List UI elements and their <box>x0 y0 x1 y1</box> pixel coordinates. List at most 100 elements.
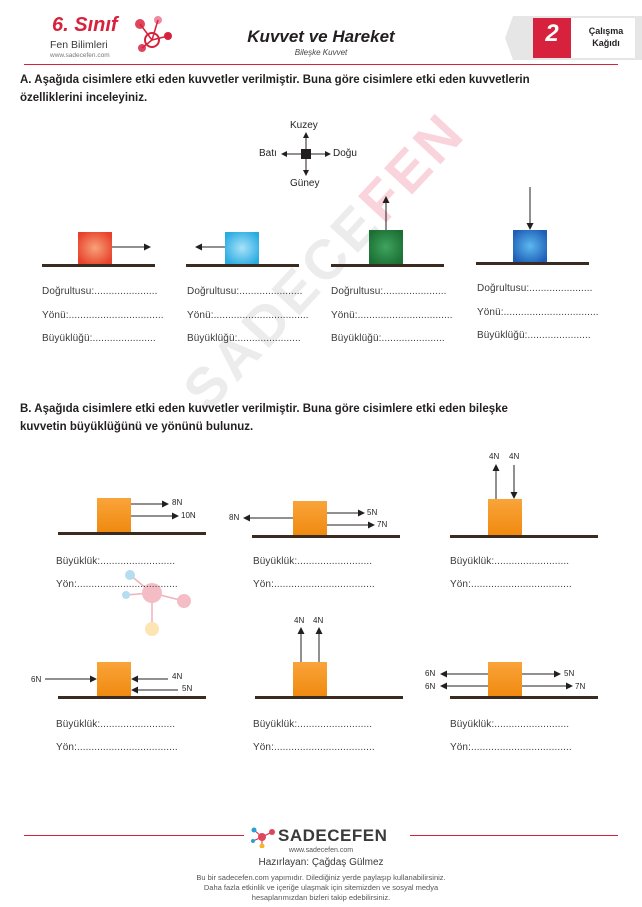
b-problem-1-diagram <box>58 498 206 535</box>
section-b-prompt-line2: kuvvetin büyüklüğünü ve yönünü bulunuz. <box>20 421 254 433</box>
brand-subject: Fen Bilimleri <box>50 39 108 51</box>
a-item-4-line3[interactable]: Büyüklüğü:...................... <box>477 330 591 341</box>
a-item-2-ground <box>186 264 299 267</box>
a-item-4-ground <box>476 262 589 265</box>
b-problem-2-diagram <box>243 501 400 538</box>
b-problem-5-label-4n-1: 4N <box>294 616 305 625</box>
a-item-1-line2[interactable]: Yönü:................................. <box>42 310 164 321</box>
b-problem-2-box <box>293 501 327 535</box>
a-item-2-line3[interactable]: Büyüklüğü:...................... <box>187 333 301 344</box>
a-item-1-line3[interactable]: Büyüklüğü:...................... <box>42 333 156 344</box>
b-problem-2-direction[interactable]: Yön:................................... <box>253 579 375 590</box>
molecule-logo-icon <box>135 16 172 52</box>
b-problem-4-label-5n: 5N <box>182 684 193 693</box>
a-item-1-line1[interactable]: Doğrultusu:...................... <box>42 286 158 297</box>
b-problem-3-direction[interactable]: Yön:................................... <box>450 579 572 590</box>
a-item-3-line3[interactable]: Büyüklüğü:...................... <box>331 333 445 344</box>
header-rule <box>24 64 618 65</box>
b-problem-6-direction[interactable]: Yön:................................... <box>450 742 572 753</box>
footer-author: Hazırlayan: Çağdaş Gülmez <box>258 857 384 868</box>
b-problem-3-label-4n-up: 4N <box>489 452 500 461</box>
b-problem-2-ground <box>252 535 400 538</box>
b-problem-3-diagram <box>450 464 598 538</box>
a-item-2-line1[interactable]: Doğrultusu:...................... <box>187 286 303 297</box>
sheet-label-line2: Kağıdı <box>592 38 620 48</box>
footer-rule-left <box>24 835 244 836</box>
footer-brand: SADECEFEN <box>278 826 388 845</box>
b-problem-1-box <box>97 498 131 532</box>
footer-note-line2: Daha fazla etkinlik ve içeriğe ulaşmak i… <box>203 883 439 892</box>
b-problem-1-direction[interactable]: Yön:................................... <box>56 579 178 590</box>
a-item-1-box <box>78 232 112 264</box>
b-problem-2-magnitude[interactable]: Büyüklük:.......................... <box>253 556 373 567</box>
compass-north-label: Kuzey <box>290 120 318 131</box>
b-problem-2-label-8n: 8N <box>229 513 240 522</box>
b-problem-4-ground <box>58 696 206 699</box>
b-problem-6-box <box>488 662 522 696</box>
compass-cross-icon <box>281 132 331 176</box>
sheet-badge <box>505 16 642 60</box>
b-problem-2-label-7n: 7N <box>377 520 388 529</box>
section-a-prompt-line2: özelliklerini inceleyiniz. <box>20 92 148 104</box>
b-problem-4-label-6n: 6N <box>31 675 42 684</box>
a-item-2-line2[interactable]: Yönü:................................. <box>187 310 309 321</box>
sheet-number: 2 <box>545 20 559 47</box>
sheet-label-line1: Çalışma <box>588 26 624 36</box>
b-problem-3-box <box>488 499 522 535</box>
section-a-prompt-line1: A. Aşağıda cisimlere etki eden kuvvetler… <box>20 74 530 86</box>
a-item-4-diagram <box>476 187 589 265</box>
a-item-3-line2[interactable]: Yönü:................................. <box>331 310 453 321</box>
a-item-4-line2[interactable]: Yönü:................................. <box>477 307 599 318</box>
a-item-3-line1[interactable]: Doğrultusu:...................... <box>331 286 447 297</box>
page-title: Kuvvet ve Hareket <box>247 27 395 46</box>
a-item-4-line1[interactable]: Doğrultusu:...................... <box>477 283 593 294</box>
b-problem-4-box <box>97 662 131 696</box>
b-problem-6-label-6n-top: 6N <box>425 669 436 678</box>
a-item-3-diagram <box>331 196 444 267</box>
b-problem-5-magnitude[interactable]: Büyüklük:.......................... <box>253 719 373 730</box>
a-item-2-box <box>225 232 259 264</box>
compass-west-label: Batı <box>259 148 277 159</box>
b-problem-3-magnitude[interactable]: Büyüklük:.......................... <box>450 556 570 567</box>
a-item-1-ground <box>42 264 155 267</box>
page-subtitle: Bileşke Kuvvet <box>294 48 348 57</box>
brand-url: www.sadecefen.com <box>50 52 110 59</box>
b-problem-6-label-6n-bottom: 6N <box>425 682 436 691</box>
b-problem-6-diagram <box>440 662 598 699</box>
compass-east-label: Doğu <box>333 148 357 159</box>
watermark-molecule-icon <box>122 570 191 636</box>
footer-url: www.sadecefen.com <box>288 847 354 854</box>
footer-note-line1: Bu bir sadecefen.com yapımıdır. Dilediği… <box>196 873 446 882</box>
b-problem-6-label-5n: 5N <box>564 669 575 678</box>
footer-rule-right <box>410 835 618 836</box>
b-problem-1-magnitude[interactable]: Büyüklük:.......................... <box>56 556 176 567</box>
b-problem-4-magnitude[interactable]: Büyüklük:.......................... <box>56 719 176 730</box>
b-problem-4-label-4n: 4N <box>172 672 183 681</box>
section-b-diagrams <box>45 464 598 699</box>
b-problem-5-ground <box>255 696 403 699</box>
b-problem-6-magnitude[interactable]: Büyüklük:.......................... <box>450 719 570 730</box>
section-a-prompt: A. Aşağıda cisimlere etki eden kuvvetler… <box>20 71 625 107</box>
b-problem-5-direction[interactable]: Yön:................................... <box>253 742 375 753</box>
b-problem-2-label-5n: 5N <box>367 508 378 517</box>
b-problem-6-ground <box>450 696 598 699</box>
section-a-diagrams <box>42 187 589 267</box>
brand-grade: 6. Sınıf <box>52 14 118 36</box>
a-item-3-ground <box>331 264 444 267</box>
section-b-prompt-line1: B. Aşağıda cisimlere etki eden kuvvetler… <box>20 403 508 415</box>
b-problem-5-diagram <box>255 627 403 699</box>
b-problem-4-diagram <box>45 662 206 699</box>
b-problem-4-direction[interactable]: Yön:................................... <box>56 742 178 753</box>
b-problem-5-label-4n-2: 4N <box>313 616 324 625</box>
b-problem-1-label-10n: 10N <box>181 511 196 520</box>
footer-note-line3: hesaplarımızdan bizleri takip edebilirsi… <box>251 893 391 902</box>
a-item-3-box <box>369 230 403 264</box>
b-problem-5-box <box>293 662 327 696</box>
b-problem-1-label-8n: 8N <box>172 498 183 507</box>
a-item-2-diagram <box>186 232 299 267</box>
b-problem-3-ground <box>450 535 598 538</box>
compass-south-label: Güney <box>290 178 320 189</box>
b-problem-6-label-7n: 7N <box>575 682 586 691</box>
a-item-1-diagram <box>42 232 155 267</box>
b-problem-3-label-4n-down: 4N <box>509 452 520 461</box>
